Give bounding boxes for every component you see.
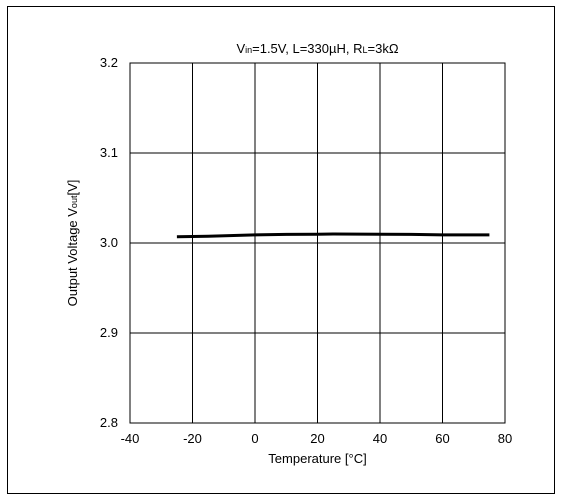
- subscript-text: L: [363, 45, 368, 55]
- y-tick-label: 3.2: [100, 55, 118, 70]
- x-tick-labels: -40 -20 0 20 40 60 80: [121, 431, 513, 446]
- x-axis-label: Temperature [°C]: [268, 451, 366, 466]
- x-tick-label: 0: [251, 431, 258, 446]
- y-axis-label: Output Voltage Vout[V]: [65, 180, 80, 307]
- y-tick-label: 3.1: [100, 145, 118, 160]
- x-tick-label: 80: [498, 431, 512, 446]
- series-group: [176, 232, 490, 239]
- subscript-text: in: [245, 45, 252, 55]
- label-text: Output Voltage V: [65, 208, 80, 307]
- x-tick-label: 20: [310, 431, 324, 446]
- label-text: =1.5V, L=330µH, R: [252, 41, 362, 56]
- subscript-text: out: [69, 195, 79, 208]
- series-line: [176, 232, 490, 239]
- y-tick-label: 3.0: [100, 235, 118, 250]
- plot-area: [129, 62, 506, 424]
- x-tick-label: -20: [183, 431, 202, 446]
- y-tick-label: 2.8: [100, 415, 118, 430]
- label-text: [V]: [65, 180, 80, 196]
- x-tick-label: -40: [121, 431, 140, 446]
- chart-frame: [7, 6, 555, 494]
- chart-title: Vin=1.5V, L=330µH, RL=3kΩ: [236, 41, 398, 56]
- x-tick-label: 40: [373, 431, 387, 446]
- label-text: =3kΩ: [368, 41, 399, 56]
- label-text: V: [236, 41, 245, 56]
- y-tick-labels: 2.8 2.9 3.0 3.1 3.2: [100, 55, 118, 430]
- x-tick-label: 60: [435, 431, 449, 446]
- grid: [130, 63, 505, 423]
- y-tick-label: 2.9: [100, 325, 118, 340]
